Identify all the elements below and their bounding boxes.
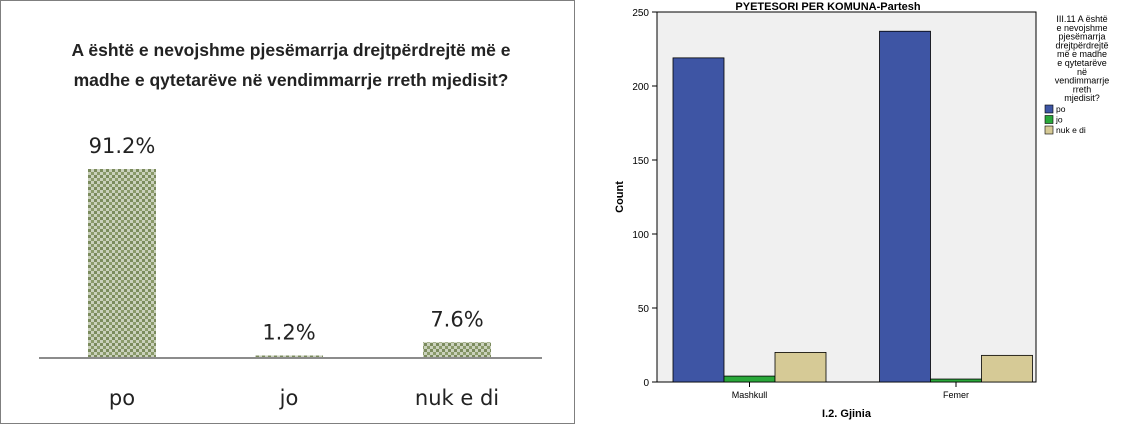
legend-title-line-8: rreth (1073, 84, 1092, 94)
left-bar-chart: 91.2% po 1.2% jo 7.6% nuk e di (39, 134, 542, 410)
bar-mashkull-2 (774, 351, 827, 383)
data-label-2: 7.6% (430, 307, 483, 331)
legend-title-line-7: vendimmarrje (1055, 76, 1110, 86)
legend-title-line-9: mjedisit? (1064, 93, 1100, 103)
category-label-0: po (109, 386, 135, 410)
bar-femer-0 (879, 30, 931, 383)
data-label-1: 1.2% (262, 321, 315, 345)
category-label-2: nuk e di (415, 386, 499, 410)
bar-1 (255, 355, 323, 358)
data-label-0: 91.2% (89, 134, 156, 158)
bar-femer-2 (981, 354, 1033, 383)
legend-title-line-0: III.11 A është (1056, 14, 1107, 24)
chart-title: PYETESORI PER KOMUNA-Partesh (735, 1, 920, 13)
y-tick-label-4: 200 (632, 82, 649, 93)
legend-swatch-0 (1044, 104, 1054, 114)
bar-0 (88, 169, 156, 358)
y-tick-label-5: 250 (632, 8, 649, 19)
legend-title-line-3: drejtpërdrejtë (1055, 40, 1108, 50)
category-label-1: jo (279, 386, 299, 410)
bar-mashkull-0 (672, 57, 725, 383)
y-tick-label-2: 100 (632, 230, 649, 241)
bar-femer-1 (930, 378, 982, 383)
right-bar-chart: PYETESORI PER KOMUNA-Partesh 0 50 100 150 200… (614, 1, 1110, 420)
bar-mashkull-1 (723, 375, 776, 383)
left-chart-panel: A është e nevojshme pjesëmarrja drejtpër… (0, 0, 575, 424)
y-tick-label-1: 50 (638, 304, 650, 315)
chart-title: A është e nevojshme pjesëmarrja drejtpër… (71, 40, 511, 90)
y-tick-label-0: 0 (643, 378, 649, 389)
legend-label-1: jo (1055, 115, 1063, 125)
y-axis-label: Count (614, 181, 626, 213)
legend-title-line-4: më e madhe (1057, 49, 1107, 59)
x-axis-label: I.2. Gjinia (822, 408, 872, 420)
legend-swatch-1 (1044, 115, 1054, 124)
x-tick-label-0: Mashkull (732, 390, 768, 400)
legend-title-line-5: e qytetarëve (1057, 58, 1107, 68)
bar-2 (423, 342, 491, 358)
legend-swatch-2 (1044, 125, 1054, 135)
legend-title-line-2: pjesëmarrja (1058, 32, 1105, 42)
legend-label-0: po (1056, 104, 1066, 114)
legend-label-2: nuk e di (1056, 125, 1086, 135)
legend-title-line-6: në (1077, 67, 1087, 77)
y-tick-label-3: 150 (632, 156, 649, 167)
x-tick-label-1: Femer (943, 390, 969, 400)
legend-title-line-1: e nevojshme (1056, 23, 1107, 33)
